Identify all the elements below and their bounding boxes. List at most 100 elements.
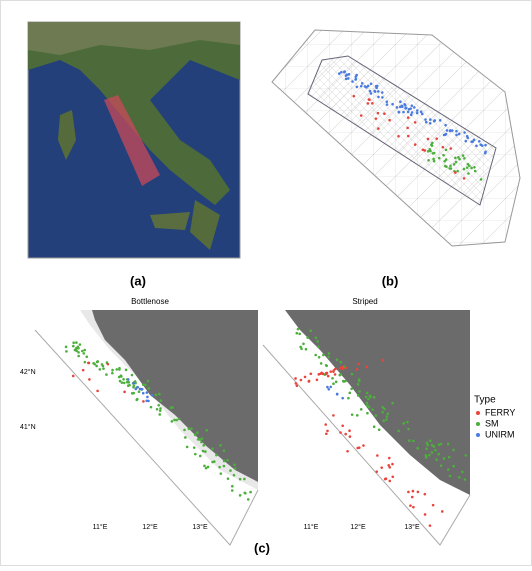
sighting-point — [317, 373, 320, 376]
lon-label: 13°E — [192, 523, 208, 531]
sighting-point — [381, 359, 384, 362]
sighting-point — [440, 443, 443, 446]
sighting-point — [239, 478, 242, 481]
sighting-point — [345, 367, 348, 370]
sighting-point — [479, 143, 482, 146]
sighting-point — [388, 480, 391, 483]
sighting-point — [399, 106, 402, 109]
sighting-point — [105, 373, 108, 376]
sighting-point — [484, 152, 487, 155]
sighting-point — [387, 412, 390, 415]
map-title: Bottlenose — [131, 297, 169, 306]
sighting-point — [449, 475, 452, 478]
sighting-point — [331, 377, 334, 380]
sighting-point — [356, 414, 359, 417]
map-title: Striped — [352, 297, 377, 306]
sighting-point — [136, 386, 139, 389]
sighting-point — [387, 464, 390, 467]
panel-label: (b) — [382, 273, 399, 288]
sighting-point — [463, 168, 466, 171]
sighting-point — [205, 467, 208, 470]
sighting-point — [453, 163, 456, 166]
sighting-point — [404, 107, 407, 110]
sighting-point — [445, 133, 448, 136]
sighting-point — [375, 87, 378, 90]
sighting-point — [464, 478, 467, 481]
sighting-point — [226, 459, 229, 462]
sighting-point — [425, 447, 428, 450]
sighting-point — [82, 369, 85, 372]
sighting-point — [356, 86, 359, 89]
sighting-point — [353, 95, 356, 98]
sighting-point — [84, 361, 87, 364]
sighting-point — [388, 119, 391, 122]
sighting-point — [231, 485, 234, 488]
sighting-point — [345, 74, 348, 77]
legend-title: Type — [474, 395, 496, 406]
sighting-point — [158, 393, 161, 396]
sighting-point — [300, 379, 303, 382]
sighting-point — [335, 381, 338, 384]
sighting-point — [351, 80, 354, 83]
sighting-point — [72, 375, 75, 378]
sighting-point — [461, 471, 464, 474]
sighting-point — [376, 454, 379, 457]
sighting-point — [243, 478, 246, 481]
sighting-point — [362, 444, 365, 447]
figure: (a) (b) Bottlenose Striped 42°N 41°N 11°… — [0, 0, 532, 566]
sighting-point — [452, 449, 455, 452]
sighting-point — [429, 122, 432, 125]
sighting-point — [367, 102, 370, 105]
sighting-point — [435, 458, 438, 461]
sighting-point — [96, 361, 99, 364]
sighting-point — [348, 73, 351, 76]
sighting-point — [316, 378, 319, 381]
sighting-point — [77, 351, 80, 354]
sighting-point — [366, 404, 369, 407]
sighting-point — [391, 402, 394, 405]
sighting-point — [357, 383, 360, 386]
sighting-point — [408, 108, 411, 111]
sighting-point — [397, 111, 400, 114]
sighting-point — [193, 446, 196, 449]
sighting-point — [447, 468, 450, 471]
sighting-point — [324, 423, 327, 426]
sighting-point — [233, 463, 236, 466]
sighting-point — [304, 376, 307, 379]
sighting-point — [381, 96, 384, 99]
sighting-point — [79, 343, 82, 346]
sighting-point — [368, 98, 371, 101]
sighting-point — [233, 474, 236, 477]
sighting-point — [380, 466, 383, 469]
sighting-point — [146, 396, 149, 399]
sighting-point — [445, 165, 448, 168]
sighting-point — [156, 408, 159, 411]
sighting-point — [467, 163, 470, 166]
sighting-point — [202, 444, 205, 447]
sighting-point — [424, 118, 427, 121]
sighting-point — [223, 460, 226, 463]
lon-label: 12°E — [142, 523, 158, 531]
sighting-point — [325, 364, 328, 367]
sighting-point — [416, 112, 419, 115]
sighting-point — [344, 433, 347, 436]
sighting-point — [151, 394, 154, 397]
sighting-point — [365, 366, 368, 369]
sighting-point — [367, 398, 370, 401]
sighting-point — [391, 103, 394, 106]
sighting-point — [295, 332, 298, 335]
sighting-point — [449, 130, 452, 133]
sighting-point — [334, 368, 337, 371]
sighting-point — [429, 118, 432, 121]
sighting-point — [366, 401, 369, 404]
sighting-point — [386, 100, 389, 103]
sighting-point — [464, 140, 467, 143]
sighting-point — [377, 127, 380, 130]
sighting-point — [407, 111, 410, 114]
sighting-point — [407, 116, 410, 119]
sighting-point — [357, 394, 360, 397]
sighting-point — [431, 451, 434, 454]
sighting-point — [134, 388, 137, 391]
sighting-point — [127, 384, 130, 387]
sighting-point — [440, 464, 443, 467]
